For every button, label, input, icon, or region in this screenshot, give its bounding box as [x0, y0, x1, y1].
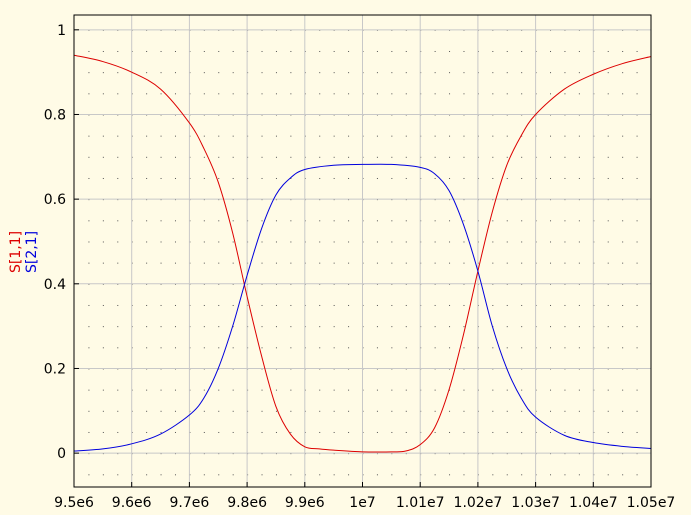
x-tick-label: 9.5e6	[54, 495, 94, 511]
legend-s11: S[1,1]	[8, 231, 24, 273]
y-tick-label: 1	[57, 23, 66, 39]
x-tick-label: 1.05e7	[627, 495, 676, 511]
x-tick-label: 1.04e7	[569, 495, 618, 511]
y-tick-label: 0.6	[44, 192, 66, 208]
series-line-1	[73, 54, 652, 453]
series-line-2	[73, 163, 652, 452]
x-tick-label: 9.9e6	[285, 495, 325, 511]
x-axis-ticks: 9.5e6 9.6e6 9.7e6 9.8e6 9.9e6 1e7 1.01e7 1.02e7…	[54, 482, 675, 511]
y-axis-legend-label-2: S[2,1]	[24, 231, 40, 273]
x-tick-label: 1.01e7	[396, 495, 445, 511]
legend-text-2: S[2,1]	[24, 231, 40, 273]
y-axis-ticks: 0 0.2 0.4 0.6 0.8 1	[44, 23, 79, 462]
y-tick-label: 0	[57, 446, 66, 462]
series-group	[73, 54, 652, 453]
x-tick-label: 9.8e6	[227, 495, 267, 511]
legend-s21: S[2,1]	[24, 231, 40, 273]
x-tick-label: 9.6e6	[112, 495, 152, 511]
y-tick-label: 0.8	[44, 107, 66, 123]
x-tick-label: 1e7	[349, 495, 375, 511]
grid-lines	[74, 15, 651, 487]
x-tick-label: 9.7e6	[170, 495, 210, 511]
y-axis-legend-label: S[1,1]	[8, 231, 24, 273]
legend-text: S[1,1]	[8, 231, 24, 273]
y-tick-label: 0.4	[44, 277, 66, 293]
y-tick-label: 0.2	[44, 361, 66, 377]
x-tick-label: 1.02e7	[454, 495, 503, 511]
x-tick-label: 1.03e7	[511, 495, 560, 511]
